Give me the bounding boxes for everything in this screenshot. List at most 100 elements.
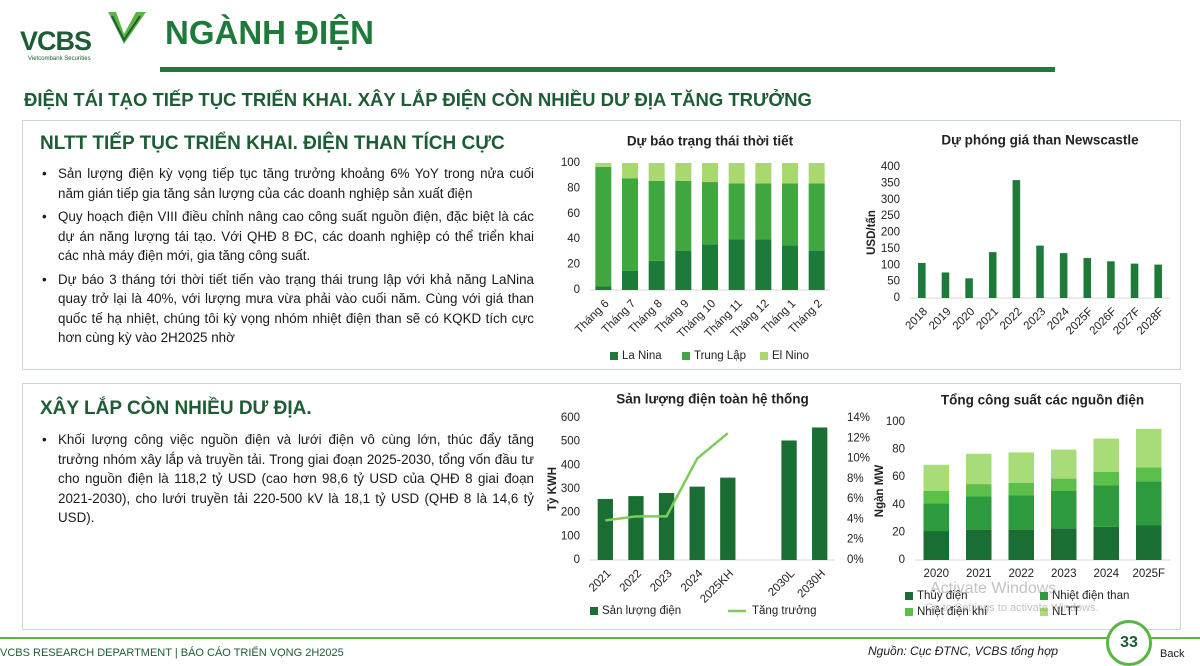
back-link[interactable]: Back (1160, 648, 1185, 660)
y-tick-label: 100 (886, 416, 905, 428)
y-tick-label: 350 (881, 177, 900, 189)
bar (1008, 452, 1034, 483)
bar (966, 484, 992, 497)
bar (622, 178, 638, 271)
bar (965, 278, 973, 298)
bar (782, 183, 798, 246)
y-tick-label: 250 (881, 210, 900, 222)
bar (702, 163, 718, 183)
bar (628, 496, 644, 560)
y-tick-label: 60 (892, 471, 905, 483)
bar (675, 180, 692, 251)
y-axis-label: Tỷ KWH (547, 467, 559, 511)
bar (689, 486, 705, 560)
bar (1008, 529, 1034, 560)
watermark: Go to Settings to activate Windows. (925, 602, 1099, 614)
legend-label: Thủy điện (917, 590, 968, 602)
legend-label: Trung Lập (694, 350, 746, 362)
y-tick-label: 0 (574, 554, 580, 566)
y2-tick-label: 14% (847, 412, 870, 424)
bar (675, 250, 692, 290)
y2-tick-label: 4% (847, 513, 864, 525)
legend-swatch (1040, 608, 1048, 616)
x-tick-label: 2021 (974, 306, 1001, 333)
x-tick-label: 2024 (679, 567, 706, 594)
y2-tick-label: 10% (847, 453, 870, 465)
bar (923, 531, 949, 560)
bar (1130, 263, 1139, 298)
y-tick-label: 80 (892, 444, 905, 456)
bar (923, 464, 949, 491)
bar (1008, 482, 1034, 496)
bar (1136, 525, 1162, 560)
y-tick-label: 600 (561, 412, 580, 424)
bullet-list: Khối lượng công việc nguồn điện và lưới … (42, 430, 534, 532)
bar (597, 498, 613, 560)
chart-title: Tổng công suất các nguồn điện (941, 393, 1144, 408)
y2-tick-label: 0% (847, 554, 864, 566)
bar (966, 453, 992, 485)
bar (781, 440, 797, 560)
x-tick-label: 2028F (1135, 306, 1167, 338)
bar (808, 183, 825, 251)
page-number: 33 (1106, 620, 1152, 666)
bar (702, 244, 718, 290)
bar (966, 496, 992, 530)
y-tick-label: 500 (561, 436, 580, 448)
bar (1136, 467, 1162, 482)
bar (675, 163, 692, 181)
legend-label: Sản lượng điện (602, 605, 681, 617)
bar (1051, 491, 1077, 529)
logo-subtitle: Vietcombank Securities (28, 56, 91, 62)
bar (595, 163, 612, 167)
y-tick-label: 0 (574, 284, 580, 296)
bar (595, 166, 612, 287)
legend-label: Nhiệt điện than (1052, 590, 1129, 602)
bar (728, 183, 745, 240)
legend-label: La Nina (622, 350, 662, 362)
logo-emblem-line (111, 15, 141, 42)
bar (1051, 528, 1077, 560)
legend-label: NLTT (1052, 606, 1080, 618)
x-tick-label: 2020 (951, 306, 978, 333)
x-tick-label: 2022 (618, 568, 645, 595)
x-tick-label: 2021 (587, 568, 614, 595)
bar (1093, 526, 1119, 560)
bar (728, 163, 745, 184)
bar (1012, 180, 1021, 298)
bar (1093, 471, 1119, 486)
x-tick-label: 2019 (927, 306, 954, 333)
y2-tick-label: 6% (847, 493, 864, 505)
bar (1083, 258, 1092, 298)
bar (1008, 495, 1034, 530)
y-axis-label: Ngàn MW (874, 465, 886, 518)
y-tick-label: 300 (561, 483, 580, 495)
y-tick-label: 40 (567, 233, 580, 245)
y-tick-label: 50 (887, 276, 900, 288)
y-tick-label: 0 (894, 292, 900, 304)
legend-swatch (682, 352, 690, 360)
bar (1136, 481, 1162, 526)
bar (755, 183, 772, 240)
bar (1093, 485, 1119, 527)
source-note: Nguồn: Cục ĐTNC, VCBS tổng hợp (868, 644, 1059, 658)
bullet: Dự báo 3 tháng tới thời tiết tiến vào tr… (42, 270, 534, 348)
y-tick-label: 40 (892, 499, 905, 511)
bar (658, 493, 675, 560)
bar (782, 245, 798, 290)
y-tick-label: 200 (561, 507, 580, 519)
y-tick-label: 100 (881, 259, 900, 271)
bar (648, 180, 665, 261)
legend-swatch (905, 592, 913, 600)
y-tick-label: 100 (561, 530, 580, 542)
bullet: Khối lượng công việc nguồn điện và lưới … (42, 430, 534, 528)
header-rule (160, 67, 1055, 72)
watermark: Activate Windows (930, 580, 1057, 597)
bar (1051, 478, 1077, 491)
bar (966, 529, 992, 560)
bar (1136, 428, 1162, 468)
top-panel (22, 120, 1181, 370)
